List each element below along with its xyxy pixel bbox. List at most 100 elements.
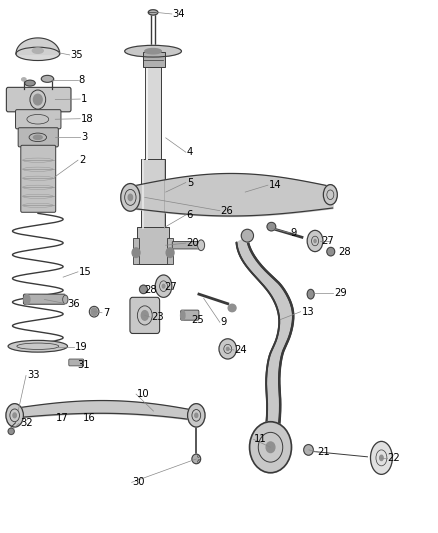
Text: 34: 34 (173, 9, 185, 19)
Ellipse shape (155, 275, 172, 297)
Ellipse shape (49, 78, 54, 81)
Circle shape (166, 248, 174, 257)
Ellipse shape (145, 49, 161, 54)
Text: 24: 24 (235, 345, 247, 355)
Text: 6: 6 (187, 210, 193, 220)
Text: 2: 2 (79, 155, 85, 165)
Ellipse shape (304, 445, 313, 455)
Text: 20: 20 (187, 238, 199, 248)
Text: 28: 28 (338, 247, 350, 256)
Text: 13: 13 (301, 306, 314, 317)
Text: 25: 25 (191, 314, 204, 325)
Text: 27: 27 (321, 236, 334, 246)
Text: 11: 11 (254, 434, 267, 445)
Text: 36: 36 (67, 298, 80, 309)
FancyBboxPatch shape (130, 297, 159, 334)
Text: 33: 33 (27, 370, 39, 381)
Ellipse shape (24, 295, 30, 304)
FancyBboxPatch shape (133, 238, 139, 264)
FancyBboxPatch shape (180, 310, 199, 320)
Ellipse shape (141, 311, 148, 320)
Ellipse shape (314, 239, 316, 243)
Text: 17: 17 (56, 413, 68, 423)
Ellipse shape (6, 403, 23, 427)
Text: 21: 21 (317, 447, 329, 456)
Ellipse shape (125, 45, 181, 57)
Text: 28: 28 (145, 286, 157, 295)
Text: 15: 15 (79, 267, 92, 277)
Text: 23: 23 (151, 312, 163, 322)
Text: 1: 1 (81, 94, 88, 104)
FancyBboxPatch shape (7, 87, 71, 112)
FancyBboxPatch shape (23, 294, 65, 304)
Ellipse shape (8, 428, 14, 434)
Circle shape (250, 422, 291, 473)
Ellipse shape (162, 284, 165, 288)
Ellipse shape (307, 289, 314, 299)
Text: 8: 8 (79, 76, 85, 85)
Ellipse shape (16, 47, 60, 61)
FancyBboxPatch shape (18, 128, 58, 147)
Text: 35: 35 (71, 50, 83, 60)
Ellipse shape (267, 222, 276, 231)
Text: 19: 19 (74, 342, 87, 352)
Ellipse shape (380, 455, 383, 461)
Text: 16: 16 (83, 413, 96, 423)
Ellipse shape (241, 229, 254, 242)
Ellipse shape (180, 311, 185, 320)
Ellipse shape (32, 48, 43, 53)
Ellipse shape (327, 247, 335, 256)
FancyBboxPatch shape (138, 227, 169, 264)
Ellipse shape (187, 403, 205, 427)
Text: 31: 31 (78, 360, 90, 370)
Ellipse shape (307, 230, 323, 252)
FancyBboxPatch shape (69, 359, 84, 366)
Text: 5: 5 (187, 177, 193, 188)
Text: 29: 29 (334, 288, 347, 298)
Ellipse shape (195, 413, 198, 417)
Ellipse shape (8, 341, 67, 352)
Text: 18: 18 (81, 114, 94, 124)
Text: 10: 10 (137, 389, 149, 399)
Ellipse shape (121, 183, 140, 211)
Ellipse shape (219, 339, 237, 359)
Ellipse shape (25, 80, 35, 86)
Ellipse shape (228, 304, 236, 312)
Ellipse shape (140, 285, 148, 294)
Text: 3: 3 (81, 132, 87, 142)
FancyBboxPatch shape (172, 241, 200, 249)
Text: 22: 22 (388, 453, 400, 463)
Text: 9: 9 (221, 317, 227, 327)
Polygon shape (237, 237, 293, 450)
Ellipse shape (226, 348, 229, 351)
Ellipse shape (63, 295, 68, 304)
Ellipse shape (192, 454, 201, 464)
Ellipse shape (323, 184, 337, 205)
Text: 9: 9 (290, 228, 297, 238)
Circle shape (266, 442, 275, 453)
Text: 14: 14 (269, 180, 281, 190)
Text: 27: 27 (164, 282, 177, 292)
Text: 26: 26 (221, 206, 233, 216)
Ellipse shape (33, 135, 42, 140)
Circle shape (91, 308, 97, 316)
Circle shape (33, 94, 42, 105)
Polygon shape (145, 54, 161, 160)
Text: 30: 30 (133, 478, 145, 487)
Ellipse shape (89, 306, 99, 317)
FancyBboxPatch shape (167, 238, 173, 264)
Text: 4: 4 (187, 147, 193, 157)
FancyBboxPatch shape (143, 52, 165, 67)
Text: 32: 32 (20, 418, 32, 429)
Ellipse shape (41, 75, 53, 82)
Text: 7: 7 (103, 308, 109, 318)
Ellipse shape (148, 10, 158, 15)
FancyBboxPatch shape (21, 146, 56, 212)
Circle shape (132, 248, 140, 257)
FancyBboxPatch shape (15, 110, 61, 129)
Ellipse shape (13, 413, 16, 418)
FancyBboxPatch shape (141, 159, 165, 229)
Ellipse shape (198, 240, 205, 251)
Ellipse shape (128, 194, 133, 200)
Ellipse shape (21, 78, 26, 81)
